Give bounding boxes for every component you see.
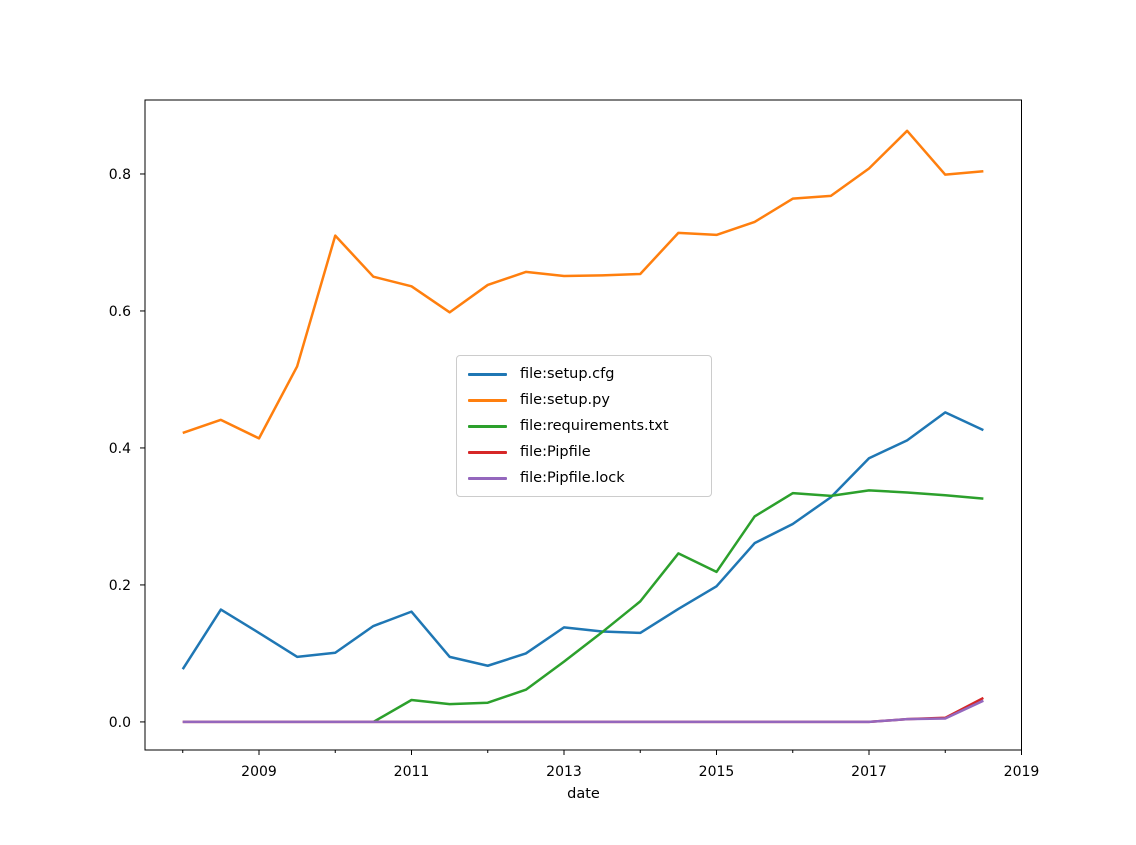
legend: file:setup.cfg file:setup.py file:requir…	[456, 355, 712, 497]
legend-item-label: file:setup.py	[520, 392, 610, 408]
x-tick-label: 2009	[241, 764, 277, 780]
legend-item-label: file:requirements.txt	[520, 418, 669, 434]
y-tick-label: 0.0	[109, 715, 131, 731]
line-file-setup-cfg	[181, 411, 984, 670]
y-tick-label: 0.4	[109, 441, 131, 457]
legend-line-sample-pipfile-lock	[468, 476, 507, 480]
legend-line-sample-setup-cfg	[468, 372, 507, 376]
legend-line-sample-requirements-txt	[468, 424, 507, 428]
line-file-pipfile-lock	[182, 699, 984, 724]
line-file-pipfile	[182, 696, 984, 724]
legend-line-sample-setup-py	[468, 398, 507, 402]
y-tick-label: 0.6	[109, 304, 131, 320]
legend-item-requirements-txt: file:requirements.txt	[468, 413, 711, 439]
legend-item-setup-py: file:setup.py	[468, 387, 711, 413]
legend-item-label: file:Pipfile	[520, 444, 591, 460]
y-tick-label: 0.8	[109, 167, 131, 183]
legend-item-label: file:setup.cfg	[520, 366, 615, 382]
legend-line-sample-pipfile	[468, 450, 507, 454]
x-tick-label: 2011	[394, 764, 430, 780]
legend-item-pipfile: file:Pipfile	[468, 439, 711, 465]
legend-item-label: file:Pipfile.lock	[520, 470, 625, 486]
line-file-setup-py	[182, 129, 984, 440]
x-tick-label: 2015	[699, 764, 735, 780]
legend-item-pipfile-lock: file:Pipfile.lock	[468, 465, 711, 491]
x-tick-label: 2017	[851, 764, 887, 780]
axes-spines	[144, 99, 1022, 751]
y-tick-label: 0.2	[109, 578, 131, 594]
line-file-requirements-txt	[372, 489, 984, 724]
x-tick-label: 2013	[546, 764, 582, 780]
x-axis-label: date	[567, 786, 600, 802]
legend-item-setup-cfg: file:setup.cfg	[468, 361, 711, 387]
x-tick-label: 2019	[1004, 764, 1040, 780]
